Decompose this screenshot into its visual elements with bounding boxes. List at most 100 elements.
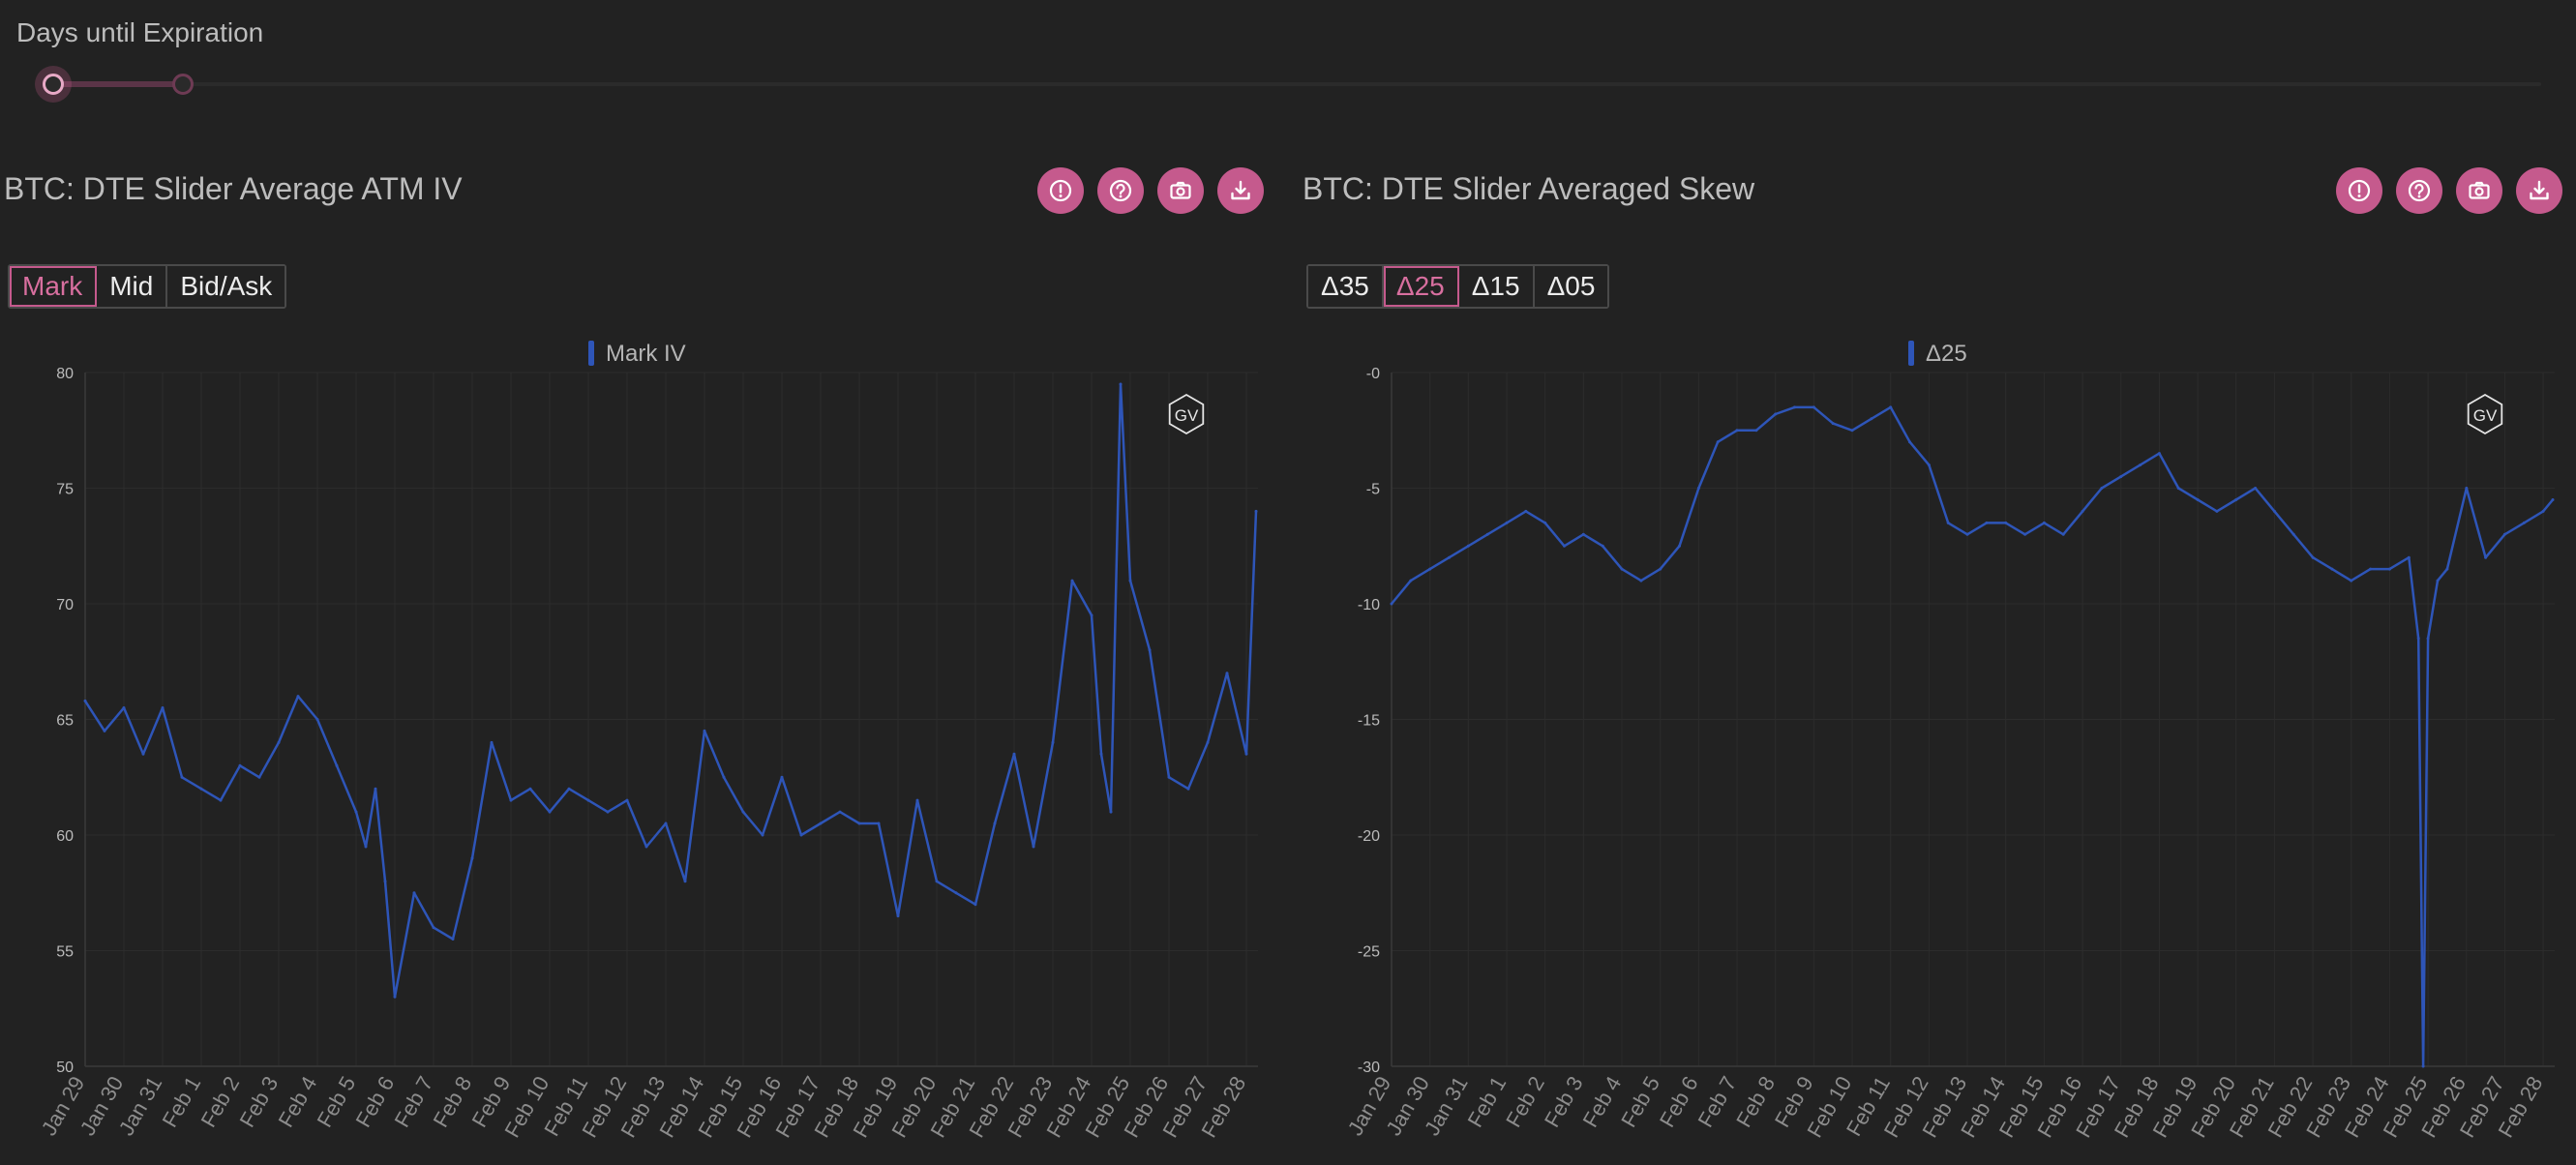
data-point xyxy=(219,798,223,802)
screenshot-button[interactable] xyxy=(2456,167,2502,214)
download-button[interactable] xyxy=(2516,167,2562,214)
data-point xyxy=(1485,532,1489,536)
data-point xyxy=(2551,498,2555,501)
data-point xyxy=(1946,521,1950,524)
data-point xyxy=(1774,412,1778,416)
slider-track[interactable] xyxy=(54,82,2541,86)
data-point xyxy=(2291,532,2295,536)
skew-panel: BTC: DTE Slider Averaged Skew Δ35 Δ25 Δ1… xyxy=(1297,155,2576,1165)
help-button[interactable] xyxy=(1097,167,1144,214)
data-point xyxy=(2119,475,2123,479)
mark-button[interactable]: Mark xyxy=(10,266,98,307)
data-point xyxy=(2407,555,2411,559)
y-tick-label: 55 xyxy=(56,944,74,961)
mid-button[interactable]: Mid xyxy=(97,266,168,307)
y-tick-label: -15 xyxy=(1358,713,1380,730)
price-type-toggle: Mark Mid Bid/Ask xyxy=(8,264,287,309)
legend[interactable]: Δ25 xyxy=(1908,341,1967,367)
data-point xyxy=(2387,567,2391,571)
y-tick-label: -30 xyxy=(1358,1060,1380,1076)
data-point xyxy=(1812,405,1815,409)
data-point xyxy=(1716,440,1720,444)
x-tick-label: Feb 5 xyxy=(313,1072,361,1131)
x-tick-label: Feb 2 xyxy=(1501,1072,1549,1131)
data-point xyxy=(528,787,532,791)
svg-text:GV: GV xyxy=(1175,406,1199,425)
download-icon xyxy=(2530,180,2549,200)
series-line xyxy=(83,382,1258,999)
x-tick-label: Feb 4 xyxy=(274,1072,322,1131)
data-point xyxy=(2234,498,2238,501)
data-point xyxy=(1186,787,1190,791)
slider-thumb-start[interactable] xyxy=(43,74,64,95)
data-point xyxy=(1448,555,1451,559)
data-point xyxy=(1927,463,1931,467)
info-button[interactable] xyxy=(2336,167,2382,214)
data-point xyxy=(1128,579,1132,582)
data-point xyxy=(1965,532,1969,536)
help-button[interactable] xyxy=(2396,167,2442,214)
data-point xyxy=(2081,509,2084,513)
data-point xyxy=(2004,521,2008,524)
data-point xyxy=(2061,532,2065,536)
delta05-button[interactable]: Δ05 xyxy=(1534,266,1608,307)
panel-toolbar xyxy=(2336,167,2562,214)
data-point xyxy=(315,718,319,721)
data-point xyxy=(393,995,397,999)
legend[interactable]: Mark IV xyxy=(588,341,686,367)
grid xyxy=(1391,372,2555,1067)
x-tick-label: Feb 2 xyxy=(196,1072,245,1131)
legend-swatch xyxy=(1908,341,1914,366)
data-point xyxy=(973,903,977,907)
x-tick-label: Feb 3 xyxy=(235,1072,284,1131)
info-button[interactable] xyxy=(1037,167,1084,214)
data-point xyxy=(1167,775,1171,779)
watermark-logo: GV xyxy=(1168,393,1205,435)
x-tick-label: Feb 1 xyxy=(158,1072,206,1131)
download-button[interactable] xyxy=(1217,167,1264,214)
y-tick-label: 80 xyxy=(56,366,74,382)
data-point xyxy=(364,845,368,849)
y-tick-label: 70 xyxy=(56,597,74,613)
data-point xyxy=(1244,752,1248,756)
y-tick-label: -10 xyxy=(1358,597,1380,613)
x-tick-label: Feb 6 xyxy=(1655,1072,1703,1131)
data-point xyxy=(2042,521,2046,524)
bid-ask-button[interactable]: Bid/Ask xyxy=(167,266,285,307)
data-point xyxy=(1119,382,1123,386)
delta25-button[interactable]: Δ25 xyxy=(1383,266,1459,307)
delta15-button[interactable]: Δ15 xyxy=(1458,266,1535,307)
data-point xyxy=(1148,648,1152,652)
data-point xyxy=(2436,579,2440,582)
data-point xyxy=(2196,498,2200,501)
data-point xyxy=(2176,487,2180,490)
svg-text:GV: GV xyxy=(2473,406,2498,425)
data-point xyxy=(2421,1064,2425,1068)
data-point xyxy=(509,798,513,802)
data-point xyxy=(2023,532,2027,536)
data-point xyxy=(993,821,997,825)
delta35-button[interactable]: Δ35 xyxy=(1308,266,1384,307)
data-point xyxy=(586,798,590,802)
data-point xyxy=(1889,405,1893,409)
data-point xyxy=(1505,521,1509,524)
camera-icon xyxy=(1170,181,1191,199)
screenshot-button[interactable] xyxy=(1157,167,1204,214)
data-point xyxy=(896,914,900,918)
data-point xyxy=(1090,613,1093,617)
data-point xyxy=(1678,544,1681,548)
legend-label: Mark IV xyxy=(606,341,686,367)
panel-toolbar xyxy=(1037,167,1264,214)
slider-thumb-end[interactable] xyxy=(172,74,194,95)
data-point xyxy=(1659,567,1662,571)
data-point xyxy=(799,833,803,837)
data-point xyxy=(470,856,474,860)
data-point xyxy=(1870,417,1873,421)
data-point xyxy=(383,880,387,883)
data-point xyxy=(1581,532,1585,536)
help-icon xyxy=(2408,179,2431,202)
info-icon xyxy=(1049,179,1072,202)
data-point xyxy=(122,706,126,709)
download-icon xyxy=(1231,180,1250,200)
